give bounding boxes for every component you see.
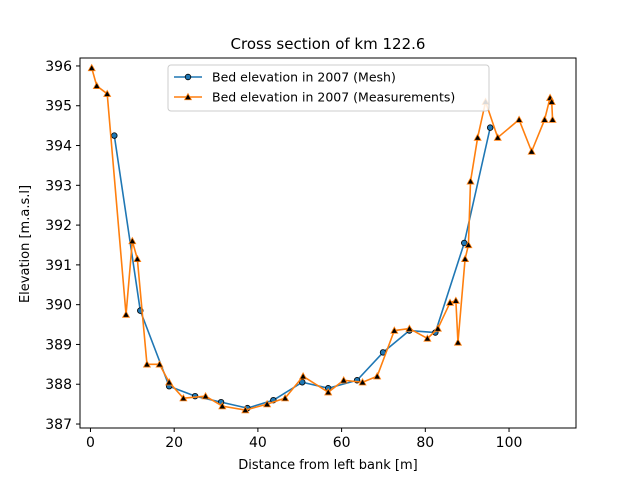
series-2-point — [547, 97, 556, 105]
y-tick-label: 388 — [45, 377, 72, 393]
y-tick-label: 392 — [45, 218, 72, 234]
series-2-point — [339, 376, 348, 384]
series-2-point — [390, 326, 399, 334]
series-2-point — [358, 378, 367, 386]
series-2-point — [121, 310, 131, 318]
series-2-point — [464, 240, 473, 249]
series-2-point — [451, 296, 460, 304]
x-axis-title: Distance from left bank [m] — [238, 458, 417, 473]
y-tick-label: 395 — [45, 99, 72, 115]
series-2-point — [103, 89, 112, 97]
series-2-point — [133, 254, 142, 263]
series-2-point — [92, 81, 101, 89]
series-2-point — [493, 133, 502, 141]
series-2-point — [299, 372, 308, 380]
legend-marker-1 — [184, 73, 192, 81]
series-2-point — [514, 115, 524, 123]
series-2-point — [155, 360, 164, 368]
y-tick-label: 387 — [45, 417, 72, 433]
legend-marker-2 — [183, 92, 193, 101]
series-2-point — [433, 324, 442, 332]
axes-frame — [79, 57, 577, 429]
series-2-point — [324, 387, 333, 396]
series-2-point — [281, 393, 290, 402]
x-tick-label: 60 — [333, 435, 351, 451]
series-2-point — [241, 405, 250, 414]
y-tick-label: 389 — [45, 337, 72, 353]
series-2-point — [527, 147, 536, 155]
series-2-point — [473, 133, 482, 141]
series-1-point — [461, 239, 468, 247]
legend-box — [167, 64, 490, 112]
series-2-point — [540, 115, 549, 123]
series-2-point — [445, 298, 455, 306]
series-2-point — [423, 334, 432, 342]
y-tick-label: 391 — [45, 258, 72, 274]
series-2-point — [466, 177, 475, 185]
series-2-point — [218, 401, 227, 410]
legend-label-1: Bed elevation in 2007 (Mesh) — [212, 70, 396, 85]
x-tick-label: 20 — [165, 435, 183, 451]
x-tick-label: 40 — [249, 435, 267, 451]
legend: Bed elevation in 2007 (Mesh) Bed elevatio… — [167, 64, 490, 112]
x-tick-label: 0 — [86, 435, 95, 451]
series-2-point — [461, 254, 470, 263]
series-2-point — [373, 372, 382, 380]
series-2-point — [405, 324, 414, 332]
series-2-point — [453, 338, 463, 346]
series-2-point — [179, 393, 188, 402]
y-tick-label: 394 — [45, 139, 72, 155]
series-2-point — [142, 360, 152, 368]
series-2-point — [165, 378, 174, 386]
series-1-point — [486, 124, 494, 131]
series-2-point — [128, 236, 137, 245]
chart-title: Cross section of km 122.6 — [231, 35, 426, 53]
series-2-point — [548, 115, 557, 123]
x-tick-label: 100 — [496, 435, 523, 451]
y-axis-title: Elevation [m.a.s.l] — [18, 185, 33, 303]
series-2-point — [201, 391, 210, 400]
x-tick-label: 80 — [416, 435, 434, 451]
series-1-point — [299, 379, 306, 386]
series-1-point — [111, 132, 118, 139]
plot-area: 0 20 40 60 80 100 387 388 389 390 391 392 393 394 395 3… — [45, 57, 577, 451]
series-2-point — [87, 63, 96, 72]
y-tick-label: 396 — [45, 59, 72, 75]
y-tick-label: 390 — [45, 298, 72, 314]
legend-label-2: Bed elevation in 2007 (Measurements) — [212, 90, 455, 105]
series-2-point — [263, 399, 272, 408]
y-tick-label: 393 — [45, 178, 72, 194]
